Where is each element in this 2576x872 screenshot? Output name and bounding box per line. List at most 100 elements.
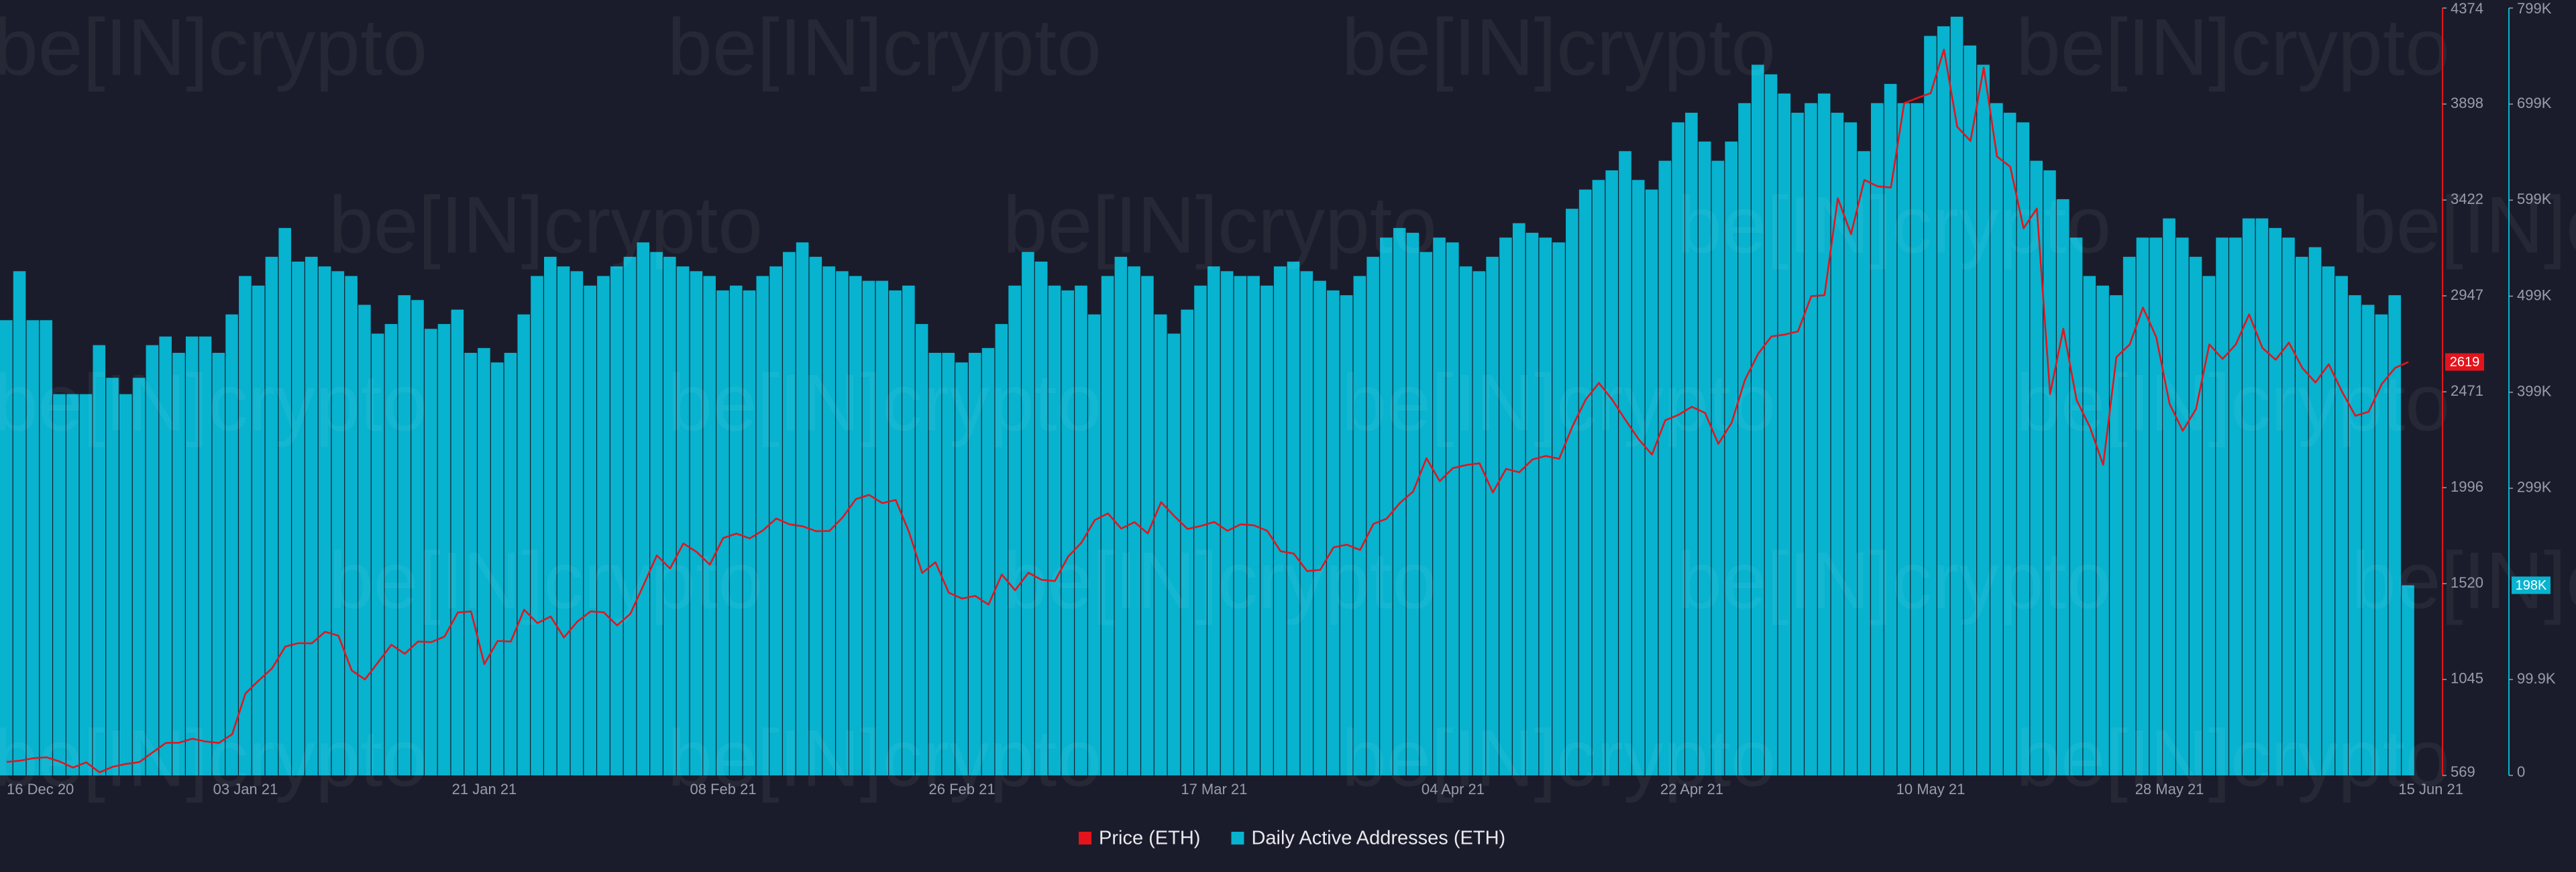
bar bbox=[1340, 295, 1353, 776]
bar bbox=[584, 285, 596, 775]
bar bbox=[1738, 103, 1751, 775]
bar bbox=[146, 345, 159, 775]
bar bbox=[2255, 218, 2269, 775]
bar bbox=[398, 295, 411, 776]
bar bbox=[862, 280, 875, 775]
bar bbox=[1194, 285, 1207, 775]
bar bbox=[40, 320, 52, 775]
bar bbox=[1234, 276, 1247, 775]
bar bbox=[478, 347, 490, 775]
bar bbox=[2229, 237, 2242, 775]
bar bbox=[1208, 266, 1220, 775]
bar bbox=[2308, 247, 2322, 776]
bar bbox=[756, 276, 769, 775]
bar bbox=[570, 271, 584, 775]
bar bbox=[13, 271, 26, 775]
bar bbox=[915, 324, 928, 775]
bar bbox=[278, 227, 291, 775]
bar bbox=[1472, 271, 1486, 775]
legend-swatch bbox=[1231, 832, 1244, 844]
watermark: be[IN]crypto bbox=[2016, 3, 2450, 93]
y2-tick-label: 699K bbox=[2517, 95, 2552, 111]
y-tick-label: 1520 bbox=[2451, 574, 2483, 591]
last-value-label: 198K bbox=[2516, 578, 2547, 593]
bar bbox=[1685, 113, 1698, 776]
bar bbox=[318, 266, 331, 775]
bar bbox=[1154, 314, 1167, 775]
legend-swatch bbox=[1079, 832, 1091, 844]
y2-tick-label: 99.9K bbox=[2517, 670, 2556, 687]
x-tick-label: 16 Dec 20 bbox=[7, 781, 74, 798]
watermark: be[IN]crypto bbox=[1003, 536, 1437, 626]
y2-tick-label: 799K bbox=[2517, 0, 2552, 17]
bar bbox=[1672, 122, 1684, 775]
bar bbox=[1858, 151, 1870, 775]
bar bbox=[2295, 256, 2308, 775]
bar bbox=[384, 324, 398, 775]
bar bbox=[690, 271, 703, 775]
bar bbox=[942, 353, 955, 775]
bar bbox=[1725, 142, 1738, 775]
y-tick-label: 3898 bbox=[2451, 95, 2483, 111]
bar bbox=[1061, 290, 1074, 776]
bar bbox=[663, 256, 676, 775]
x-tick-label: 22 Apr 21 bbox=[1660, 781, 1723, 798]
bar bbox=[2110, 295, 2123, 776]
legend-label: Daily Active Addresses (ETH) bbox=[1251, 828, 1505, 849]
bar bbox=[1327, 290, 1340, 776]
x-tick-label: 21 Jan 21 bbox=[452, 781, 517, 798]
bar bbox=[159, 336, 172, 775]
bar bbox=[836, 271, 849, 775]
bar bbox=[1114, 256, 1128, 775]
bar bbox=[1552, 242, 1565, 775]
price-line bbox=[6, 48, 2409, 773]
bar bbox=[1486, 256, 1499, 775]
bar bbox=[212, 353, 225, 775]
bar bbox=[676, 266, 690, 775]
bar bbox=[1831, 113, 1844, 776]
bar bbox=[2070, 237, 2083, 775]
bar bbox=[769, 266, 782, 775]
bar bbox=[1313, 280, 1326, 775]
bar bbox=[783, 252, 796, 776]
bar bbox=[199, 336, 212, 775]
watermark: be[IN]crypto bbox=[667, 714, 1102, 804]
y-tick-label: 569 bbox=[2451, 763, 2475, 780]
bar bbox=[1380, 237, 1393, 775]
bar bbox=[543, 256, 557, 775]
bar bbox=[1844, 122, 1858, 775]
bar bbox=[849, 276, 862, 775]
bar bbox=[2149, 237, 2162, 775]
x-tick-label: 15 Jun 21 bbox=[2398, 781, 2463, 798]
bar bbox=[305, 256, 318, 775]
bar bbox=[743, 290, 756, 776]
bar bbox=[2202, 276, 2216, 775]
y-tick-label: 1996 bbox=[2451, 478, 2483, 495]
bar bbox=[331, 271, 345, 775]
bar bbox=[981, 347, 995, 775]
bar bbox=[1499, 237, 1512, 775]
bar bbox=[239, 276, 252, 775]
watermark: be[IN]crypto bbox=[2016, 358, 2450, 448]
bar bbox=[1141, 276, 1154, 775]
bar bbox=[1048, 285, 1061, 775]
bar bbox=[1884, 84, 1897, 776]
bar bbox=[1008, 285, 1021, 775]
bar bbox=[2176, 237, 2189, 775]
bar bbox=[2361, 305, 2375, 775]
bar bbox=[1273, 266, 1287, 775]
bar bbox=[1619, 151, 1631, 775]
bar bbox=[1366, 256, 1379, 775]
bar bbox=[53, 394, 66, 775]
last-value-label: 2619 bbox=[2450, 355, 2480, 370]
y-tick-label: 3422 bbox=[2451, 190, 2483, 207]
bar bbox=[0, 320, 13, 775]
bar bbox=[119, 394, 132, 775]
bar bbox=[1698, 142, 1711, 775]
bar bbox=[968, 353, 981, 775]
watermark: be[IN]crypto bbox=[1003, 180, 1437, 270]
bar bbox=[610, 266, 623, 775]
bar bbox=[93, 345, 106, 775]
bar bbox=[2003, 113, 2017, 776]
